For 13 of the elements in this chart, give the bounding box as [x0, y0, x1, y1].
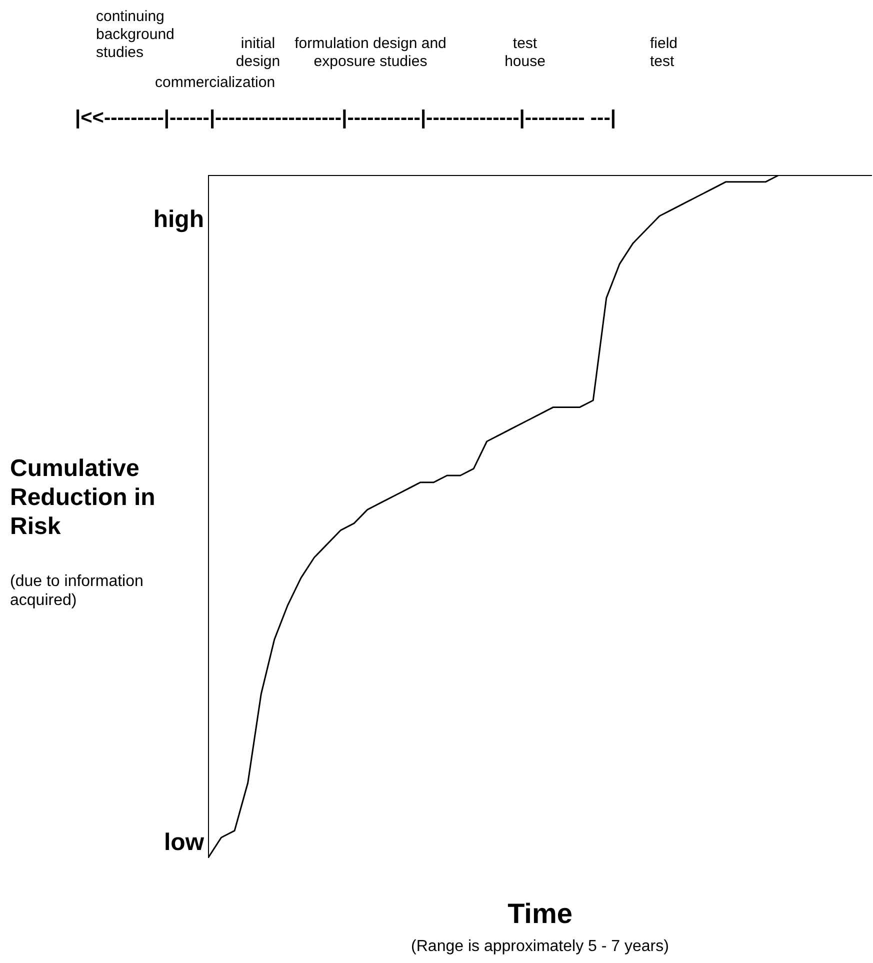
text: formulation design and exposure studies: [294, 35, 448, 71]
x-axis-title: Time: [506, 897, 574, 931]
text: (Range is approximately 5 - 7 years): [410, 937, 670, 956]
text: continuing background studies: [96, 8, 176, 62]
text: |<<---------|------|-------------------|-----------|--------------|--------- ---|: [74, 106, 617, 131]
text: commercialization: [155, 74, 276, 92]
text: field test: [650, 35, 679, 71]
text: initial design: [234, 35, 282, 71]
text: low: [164, 829, 204, 858]
y-axis-title: Cumulative Reduction in Risk: [10, 455, 156, 542]
text: high: [153, 206, 204, 235]
text: test house: [504, 35, 546, 71]
text: (due to information acquired): [10, 572, 144, 610]
